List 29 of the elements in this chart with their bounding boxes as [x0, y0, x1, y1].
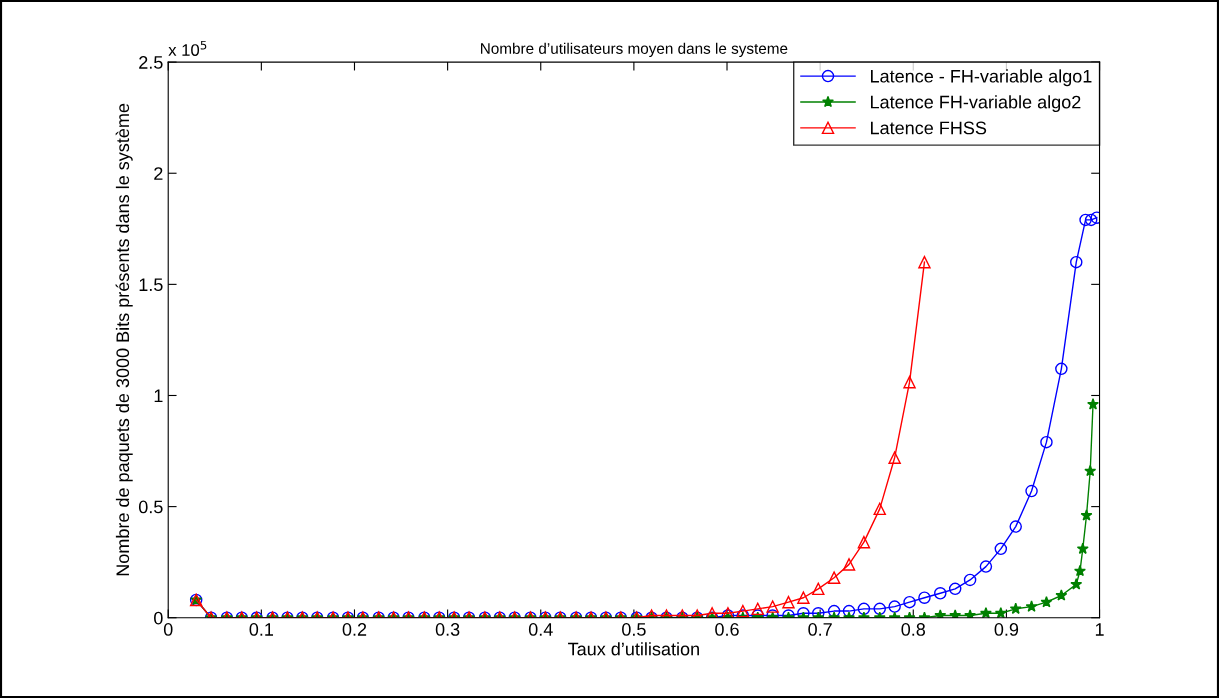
x-tick-label: 0.7 [808, 623, 832, 636]
x-tick-label: 0.5 [622, 623, 646, 636]
y-tick-label: 1 [154, 389, 163, 403]
x-tick-label: 0.8 [901, 623, 926, 636]
y-axis-title: Nombre de paquets de 3000 Bits présents dans le système [115, 103, 133, 576]
y-tick-label: 2.5 [139, 56, 163, 69]
chart-title: Nombre d’utilisateurs moyen dans le systeme [481, 42, 788, 57]
legend-label: Latence - FH-variable algo1 [871, 69, 1092, 87]
point [903, 375, 916, 389]
point [873, 502, 886, 516]
x-tick-label: 1 [1095, 623, 1104, 636]
x-tick-label: 0.9 [994, 623, 1019, 636]
x-tick-label: 0.1 [249, 623, 274, 636]
point [857, 535, 871, 549]
x-tick-label: 0.2 [342, 623, 367, 636]
legend-label: Latence FHSS [871, 121, 987, 135]
x-tick-label: 0 [163, 623, 173, 636]
y-tick-label: 0 [154, 611, 163, 625]
y-tick-label: 1.5 [139, 278, 163, 292]
x-tick-label: 0.4 [528, 623, 553, 636]
y-tick-label: 2 [154, 167, 163, 180]
legend-label: Latence FH-variable algo2 [871, 95, 1081, 113]
text: x 10$^{5}$ [168, 40, 207, 56]
point [918, 255, 931, 269]
x-axis-title: Taux d’utilisation [568, 642, 699, 656]
point [888, 451, 901, 464]
x-tick-label: 0.3 [435, 623, 460, 636]
x-tick-label: 0.6 [715, 623, 739, 636]
y-tick-label: 0.5 [138, 500, 163, 514]
